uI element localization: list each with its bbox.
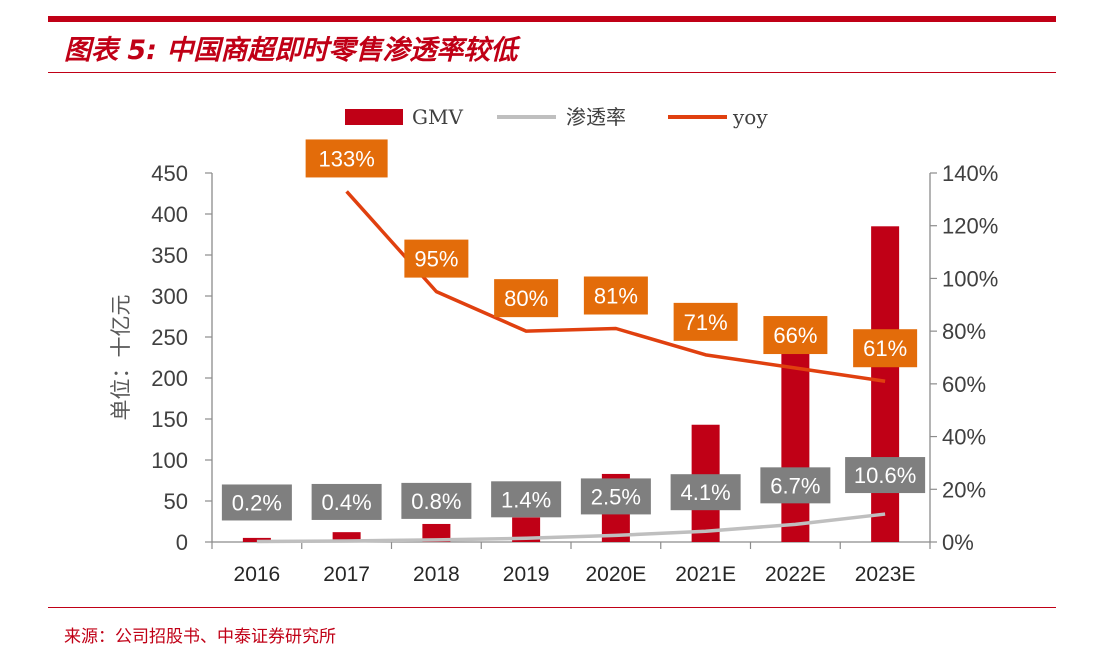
bottom-rule	[48, 607, 1056, 608]
y-tick-label: 50	[164, 489, 188, 514]
yoy-data-label: 61%	[863, 336, 907, 361]
y-tick-label: 200	[151, 366, 188, 391]
legend-gmv-label: GMV	[412, 105, 463, 129]
yoy-label-box	[583, 276, 648, 315]
y-tick-label: 450	[151, 161, 188, 186]
yoy-data-label: 133%	[318, 146, 374, 171]
penetration-label-box	[760, 467, 831, 504]
legend-yoy-label: yoy	[732, 105, 768, 129]
yoy-label-box	[494, 279, 559, 318]
yoy-data-label: 71%	[684, 310, 728, 335]
y2-tick-label: 140%	[942, 161, 998, 186]
yoy-data-label: 95%	[414, 247, 458, 272]
x-tick-label: 2019	[503, 563, 550, 586]
x-tick-label: 2023E	[855, 563, 916, 586]
y-tick-label: 150	[151, 407, 188, 432]
y-tick-label: 350	[151, 243, 188, 268]
yoy-line	[345, 190, 886, 383]
penetration-label-box	[580, 478, 651, 515]
chart: 0 50 100 150 200 250 300 350 400 450 0% 20% 40% 60% 80…	[109, 105, 998, 586]
penetration-label-box	[311, 483, 382, 520]
penetration-data-label: 6.7%	[770, 473, 820, 498]
yoy-label-box	[853, 329, 918, 368]
penetration-data-label: 2.5%	[591, 484, 641, 509]
y-axis-title: 单位：十亿元	[109, 295, 133, 421]
x-tick-label: 2016	[234, 563, 281, 586]
yoy-label-box	[404, 239, 469, 278]
figure-title: 图表 5: 中国商超即时零售渗透率较低	[64, 35, 518, 66]
y-tick-label: 0	[176, 530, 188, 555]
penetration-label-box	[221, 484, 292, 521]
y2-tick-label: 60%	[942, 372, 986, 397]
penetration-data-label: 4.1%	[681, 480, 731, 505]
yoy-label-box	[763, 316, 828, 355]
gmv-bar	[871, 226, 900, 543]
gmv-bar	[781, 347, 810, 542]
y2-tick-label: 0%	[942, 530, 974, 555]
y2-tick-label: 40%	[942, 425, 986, 450]
legend-penetration-label: 渗透率	[566, 105, 626, 129]
yoy-data-label: 81%	[594, 284, 638, 309]
penetration-label-box	[401, 482, 472, 519]
yoy-data-label: 66%	[773, 323, 817, 348]
penetration-label-box	[845, 457, 926, 494]
x-tick-label: 2018	[413, 563, 460, 586]
penetration-data-label: 0.4%	[322, 490, 372, 515]
y2-tick-label: 20%	[942, 477, 986, 502]
y-tick-label: 300	[151, 284, 188, 309]
gmv-bar	[332, 532, 361, 542]
title-rule	[48, 72, 1056, 73]
top-rule	[48, 16, 1056, 22]
penetration-label-box	[670, 474, 741, 511]
yoy-label-box	[305, 139, 388, 178]
x-tick-label: 2021E	[675, 563, 736, 586]
y2-tick-label: 80%	[942, 319, 986, 344]
x-tick-label: 2020E	[586, 563, 647, 586]
source-note: 来源：公司招股书、中泰证券研究所	[64, 627, 336, 647]
x-tick-label: 2022E	[765, 563, 826, 586]
y2-tick-label: 100%	[942, 266, 998, 291]
y2-tick-label: 120%	[942, 214, 998, 239]
legend-gmv-swatch	[345, 109, 403, 125]
gmv-bar	[422, 523, 451, 542]
x-tick-label: 2017	[323, 563, 370, 586]
y-tick-label: 400	[151, 202, 188, 227]
penetration-data-label: 10.6%	[854, 463, 916, 488]
yoy-label-box	[673, 302, 738, 341]
penetration-data-label: 0.8%	[411, 489, 461, 514]
penetration-data-label: 1.4%	[501, 487, 551, 512]
yoy-data-label: 80%	[504, 286, 548, 311]
penetration-data-label: 0.2%	[232, 490, 282, 515]
y-tick-label: 100	[151, 448, 188, 473]
penetration-label-box	[491, 481, 562, 518]
penetration-line	[256, 512, 886, 544]
y-tick-label: 250	[151, 325, 188, 350]
